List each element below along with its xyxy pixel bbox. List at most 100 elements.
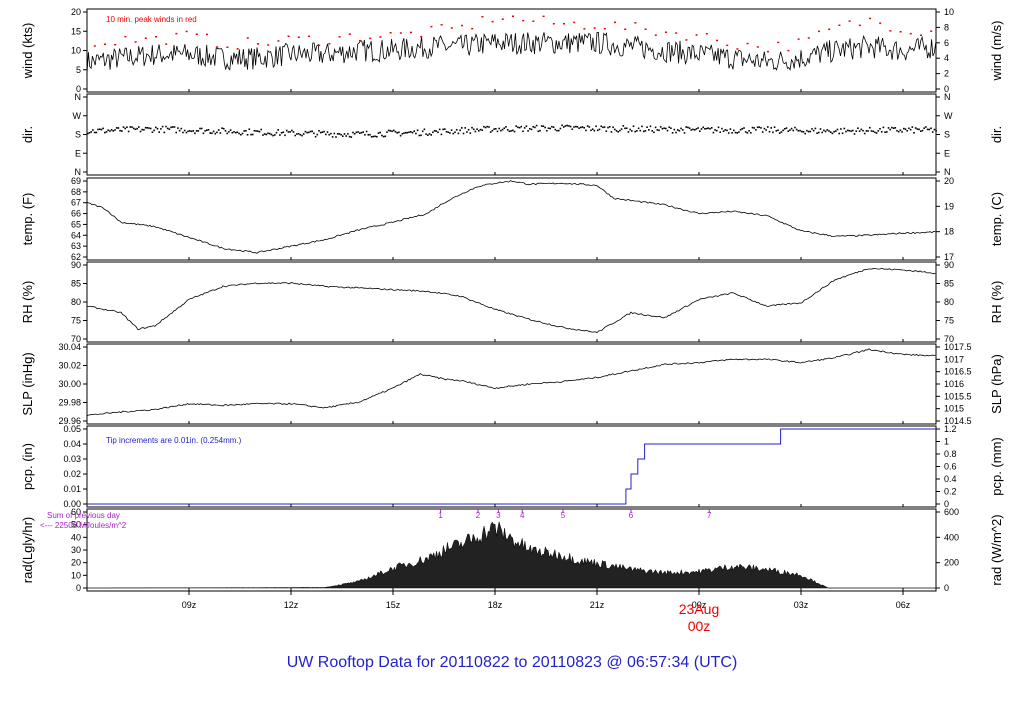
dir-point (557, 129, 560, 132)
dir-point (447, 131, 449, 133)
right-tick-label: 1015.5 (944, 391, 972, 401)
left-tick-label: N (75, 167, 82, 177)
peak-wind-mark (246, 37, 249, 39)
right-tick-label: 0 (944, 84, 949, 94)
peak-wind-mark (481, 16, 484, 18)
dir-point (525, 125, 528, 127)
hour-mark-label: 6 (629, 511, 634, 520)
peak-wind-mark (746, 42, 749, 45)
left-tick-label: 0.04 (63, 439, 81, 449)
peak-wind-mark (297, 36, 300, 38)
peak-wind-mark (756, 46, 759, 48)
dir-point (534, 126, 536, 129)
dir-point (314, 135, 317, 138)
dir-point (122, 126, 125, 128)
dir-point (595, 125, 597, 128)
left-tick-label: 30 (71, 545, 81, 555)
dir-point (297, 132, 300, 135)
dir-point (535, 124, 538, 127)
dir-point (437, 131, 439, 134)
peak-wind-mark (930, 30, 933, 32)
dir-point (527, 130, 529, 132)
dir-point (724, 129, 727, 131)
right-tick-label: 2 (944, 69, 949, 79)
dir-point (326, 131, 329, 133)
peak-wind-mark (277, 40, 280, 42)
dir-point (605, 130, 608, 132)
left-tick-label: 0 (76, 84, 81, 94)
dir-point (105, 131, 108, 133)
dir-point (413, 130, 415, 132)
radiation-sum-note: Sum of previous day (47, 511, 120, 520)
dir-point (457, 132, 460, 135)
right-tick-label: 600 (944, 507, 959, 517)
dir-point (445, 130, 448, 133)
dir-point (559, 127, 562, 130)
dir-point (415, 132, 417, 135)
dir-point (814, 127, 817, 130)
dir-point (250, 133, 252, 136)
dir-point (797, 130, 800, 132)
dir-point (148, 127, 150, 129)
dir-point (648, 129, 650, 131)
dir-point (731, 132, 733, 134)
dir-point (795, 128, 798, 131)
dir-point (347, 133, 349, 135)
dir-point (578, 127, 580, 129)
dir-point (663, 127, 665, 129)
dir-point (631, 130, 633, 132)
dir-point (352, 131, 354, 134)
dir-point (394, 130, 397, 133)
peak-wind-mark (828, 28, 831, 30)
dir-point (132, 127, 135, 130)
panel-slp: 29.96 29.98 30.00 30.02 30.04 1014.5 1015 1015.… (20, 342, 1004, 426)
dir-point (581, 126, 584, 128)
dir-point (248, 128, 251, 130)
dir-point (687, 126, 689, 129)
dir-point (641, 125, 643, 128)
dir-point (403, 132, 405, 134)
dir-point (865, 130, 868, 132)
dir-point (355, 131, 358, 134)
dir-point (423, 128, 426, 131)
dir-point (464, 127, 466, 129)
left-tick-label: 0 (76, 583, 81, 593)
left-tick-label: 70 (71, 334, 81, 344)
dir-point (398, 131, 400, 134)
dir-point (770, 127, 772, 129)
peak-wind-mark (797, 38, 800, 40)
left-tick-label: 30.02 (58, 361, 81, 371)
left-tick-label: 0.02 (63, 469, 81, 479)
y-label-right: dir. (989, 126, 1004, 143)
right-tick-label: 1 (944, 437, 949, 447)
dir-point (316, 133, 319, 136)
panel-frame (86, 8, 937, 93)
date-label: 23Aug (679, 601, 719, 617)
dir-point (646, 126, 648, 128)
x-tick-label: 12z (284, 600, 299, 610)
dir-point (338, 133, 341, 135)
panel-frame (86, 93, 937, 176)
dir-point (714, 129, 716, 131)
dir-point (632, 125, 635, 127)
dir-point (160, 128, 162, 130)
dir-point (199, 127, 201, 130)
dir-point (255, 130, 257, 132)
peak-wind-mark (583, 28, 586, 30)
dir-point (151, 131, 154, 133)
dir-point (391, 130, 393, 133)
peak-wind-mark (685, 39, 688, 41)
x-tick-label: 18z (488, 600, 503, 610)
dir-point (931, 131, 934, 133)
dir-point (510, 130, 512, 132)
dir-point (245, 130, 247, 132)
hour-mark-label: 4 (520, 511, 525, 520)
right-tick-label: 90 (944, 260, 954, 270)
dir-point (693, 129, 696, 131)
dir-point (520, 125, 523, 128)
dir-point (624, 127, 626, 130)
dir-point (809, 130, 812, 133)
dir-point (792, 129, 795, 132)
dir-point (909, 128, 912, 131)
